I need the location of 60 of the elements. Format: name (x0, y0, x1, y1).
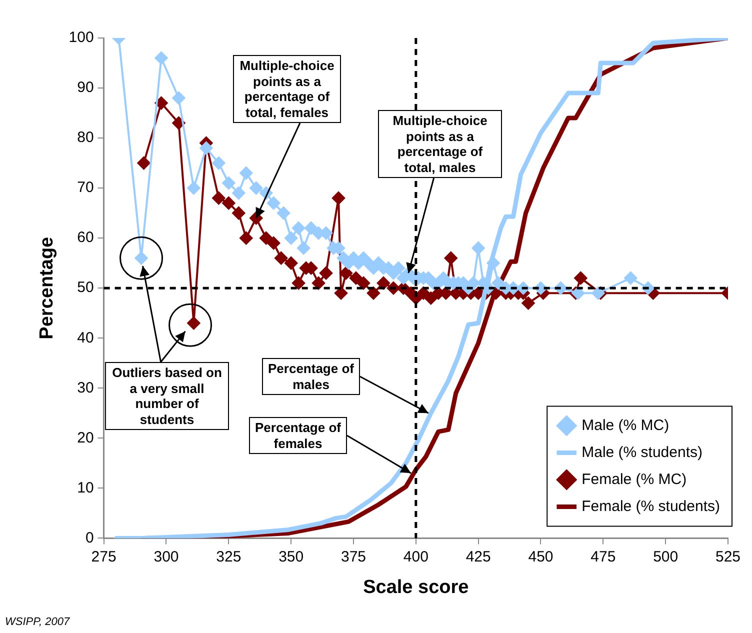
x-axis-title: Scale score (363, 576, 469, 598)
x-tick-label: 475 (590, 548, 616, 566)
point (240, 232, 253, 245)
y-tick-label: 40 (77, 329, 94, 346)
x-tick-label: 500 (653, 548, 678, 566)
point (154, 96, 168, 110)
x-tick-label: 275 (91, 548, 116, 566)
point (574, 272, 588, 285)
x-tick-label: 450 (528, 548, 554, 566)
y-tick-label: 60 (77, 229, 94, 246)
y-tick-label: 50 (77, 279, 94, 296)
x-tick-label: 525 (715, 548, 741, 566)
annotation: Percentage of females (249, 417, 347, 454)
text: WSIPP, 2007 (5, 616, 70, 628)
point (416, 286, 430, 300)
x-tick-label: 375 (340, 548, 366, 566)
y-tick-label: 20 (77, 429, 94, 446)
point (232, 206, 246, 220)
x-tick-label: 300 (154, 548, 179, 566)
point (284, 256, 298, 270)
point (444, 252, 458, 265)
point (222, 196, 236, 210)
x-tick-label: 400 (403, 548, 428, 566)
point (376, 276, 390, 290)
annotation: Multiple-choice points as a percentage of total, females (233, 55, 341, 124)
point (332, 192, 346, 205)
point (292, 276, 306, 290)
point (366, 286, 380, 300)
x-tick-label: 325 (216, 548, 242, 566)
point (212, 192, 226, 205)
y-tick-label: 80 (77, 129, 94, 146)
y-tick-label: 70 (77, 179, 94, 196)
point (349, 272, 362, 285)
point (340, 266, 353, 280)
annotation: Percentage of males (262, 358, 360, 396)
point (312, 276, 326, 290)
point (320, 266, 333, 280)
y-tick-label: 100 (68, 29, 94, 46)
point (274, 252, 288, 265)
legend-label: Male (% MC) (582, 416, 670, 434)
legend-label: Female (% students) (582, 498, 720, 515)
x-tick-label: 425 (466, 548, 491, 566)
x-tick-label: 350 (278, 548, 304, 566)
annotation: Multiple-choice points as a percentage of total, males (378, 110, 502, 178)
point (267, 236, 280, 250)
y-axis-title: Percentage (36, 236, 58, 340)
point (424, 292, 438, 305)
annotation: Outliers based on a very small number of students (105, 362, 229, 430)
y-tick-label: 10 (77, 479, 94, 496)
point (522, 296, 535, 310)
y-tick-label: 30 (77, 379, 94, 396)
y-tick-label: 90 (77, 79, 94, 96)
point (334, 286, 348, 300)
legend-label: Female (% MC) (582, 470, 687, 488)
point (172, 116, 186, 130)
point (356, 276, 370, 290)
legend-label: Male (% students) (582, 444, 703, 461)
point (260, 232, 273, 245)
y-tick-label: 0 (85, 529, 94, 546)
point (137, 156, 150, 170)
